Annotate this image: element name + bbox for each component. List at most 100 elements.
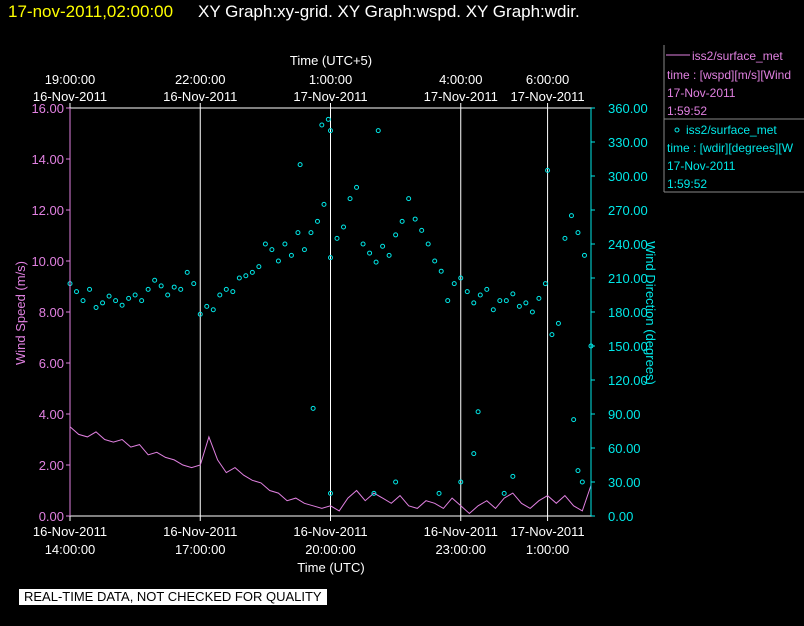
wind-direction-point	[80, 298, 86, 304]
legend-speed-desc: time : [wspd][m/s][Wind	[667, 68, 791, 82]
legend-dir-swatch	[674, 127, 680, 133]
wind-direction-point	[545, 167, 551, 173]
legend-dir-time: 1:59:52	[667, 177, 707, 191]
right-tick-label: 30.00	[608, 475, 641, 490]
right-tick-label: 150.00	[608, 339, 648, 354]
wind-direction-point	[184, 269, 190, 275]
legend-dir-desc: time : [wdir][degrees][W	[667, 141, 794, 155]
quality-warning-label: REAL-TIME DATA, NOT CHECKED FOR QUALITY	[19, 589, 327, 605]
bottom-tick-date: 17-Nov-2011	[510, 524, 584, 539]
wind-direction-point	[406, 196, 412, 202]
top-tick-date: 17-Nov-2011	[424, 89, 498, 104]
wind-direction-point	[308, 230, 314, 236]
wind-direction-point	[93, 304, 99, 310]
x-axis-bottom-label: Time (UTC)	[297, 560, 364, 575]
wind-direction-point	[178, 286, 184, 292]
bottom-tick-time: 1:00:00	[526, 542, 569, 557]
wind-direction-point	[341, 224, 347, 230]
grid-lines	[199, 108, 549, 516]
wind-direction-point	[354, 184, 360, 190]
right-tick-label: 240.00	[608, 237, 648, 252]
wind-direction-point	[451, 281, 457, 287]
wind-direction-point	[139, 298, 145, 304]
wind-direction-point	[204, 303, 210, 309]
wind-direction-point	[380, 243, 386, 249]
right-tick-label: 0.00	[608, 509, 633, 524]
wind-direction-point	[575, 468, 581, 474]
wind-direction-point	[445, 298, 451, 304]
wind-direction-point	[568, 213, 574, 219]
wind-direction-point	[575, 230, 581, 236]
wind-direction-point	[126, 295, 132, 301]
top-tick-date: 17-Nov-2011	[293, 89, 367, 104]
right-tick-label: 120.00	[608, 373, 648, 388]
bottom-tick-date: 16-Nov-2011	[293, 524, 367, 539]
wind-direction-point	[347, 196, 353, 202]
wind-direction-point	[425, 241, 431, 247]
bottom-tick-date: 16-Nov-2011	[424, 524, 498, 539]
wind-direction-point	[373, 259, 379, 265]
wind-direction-point	[87, 286, 93, 292]
y-axis-left-label: Wind Speed (m/s)	[13, 261, 28, 365]
series-layer	[67, 116, 594, 515]
wind-direction-point	[371, 490, 377, 496]
left-tick-label: 16.00	[31, 101, 64, 116]
left-tick-label: 0.00	[39, 509, 64, 524]
top-tick-date: 17-Nov-2011	[510, 89, 584, 104]
right-tick-label: 180.00	[608, 305, 648, 320]
wind-direction-series	[67, 116, 594, 496]
wind-direction-point	[119, 302, 125, 308]
bottom-tick-time: 23:00:00	[435, 542, 486, 557]
wind-direction-point	[393, 232, 399, 238]
wind-speed-series-line	[69, 426, 592, 515]
wind-direction-point	[432, 258, 438, 264]
wind-direction-point	[386, 252, 392, 258]
wind-direction-point	[458, 275, 464, 281]
bottom-tick-time: 14:00:00	[45, 542, 96, 557]
wind-direction-point	[325, 116, 331, 122]
wind-direction-point	[132, 292, 138, 298]
wind-direction-point	[236, 275, 242, 281]
wind-direction-point	[301, 247, 307, 253]
wind-direction-point	[571, 417, 577, 423]
wind-direction-point	[262, 241, 268, 247]
left-tick-label: 10.00	[31, 254, 64, 269]
left-tick-label: 8.00	[39, 305, 64, 320]
right-tick-label: 330.00	[608, 135, 648, 150]
legend-speed-date: 17-Nov-2011	[667, 86, 736, 100]
wind-direction-point	[288, 252, 294, 258]
wind-direction-point	[484, 286, 490, 292]
wind-direction-point	[165, 292, 171, 298]
wind-direction-point	[536, 295, 542, 301]
wind-direction-point	[310, 405, 316, 411]
wind-direction-point	[197, 311, 203, 317]
wind-direction-point	[375, 128, 381, 134]
right-tick-label: 210.00	[608, 271, 648, 286]
wind-direction-point	[223, 286, 229, 292]
left-tick-label: 2.00	[39, 458, 64, 473]
wind-direction-point	[152, 277, 158, 283]
wind-direction-point	[314, 218, 320, 224]
axis-ticks: 0.00 2.00 4.00 6.00 8.00 10.00 12.00 14.00 16.00…	[31, 72, 647, 557]
wind-direction-point	[210, 307, 216, 313]
wind-direction-point	[555, 320, 561, 326]
wind-direction-point	[328, 128, 333, 134]
top-tick-time: 19:00:00	[45, 72, 96, 87]
wind-direction-point	[328, 255, 333, 261]
wind-direction-point	[100, 300, 106, 306]
wind-direction-point	[579, 479, 585, 485]
wind-direction-point	[510, 473, 516, 479]
wind-direction-point	[399, 218, 405, 224]
wind-direction-point	[319, 122, 325, 128]
bottom-tick-time: 20:00:00	[305, 542, 356, 557]
wind-direction-point	[516, 303, 522, 309]
wind-direction-point	[501, 490, 507, 496]
wind-direction-point	[367, 250, 373, 256]
legend-speed-name: iss2/surface_met	[692, 49, 783, 63]
top-tick-time: 22:00:00	[175, 72, 226, 87]
x-axis-top-label: Time (UTC+5)	[290, 53, 372, 68]
wind-direction-point	[158, 283, 164, 289]
right-tick-label: 300.00	[608, 169, 648, 184]
